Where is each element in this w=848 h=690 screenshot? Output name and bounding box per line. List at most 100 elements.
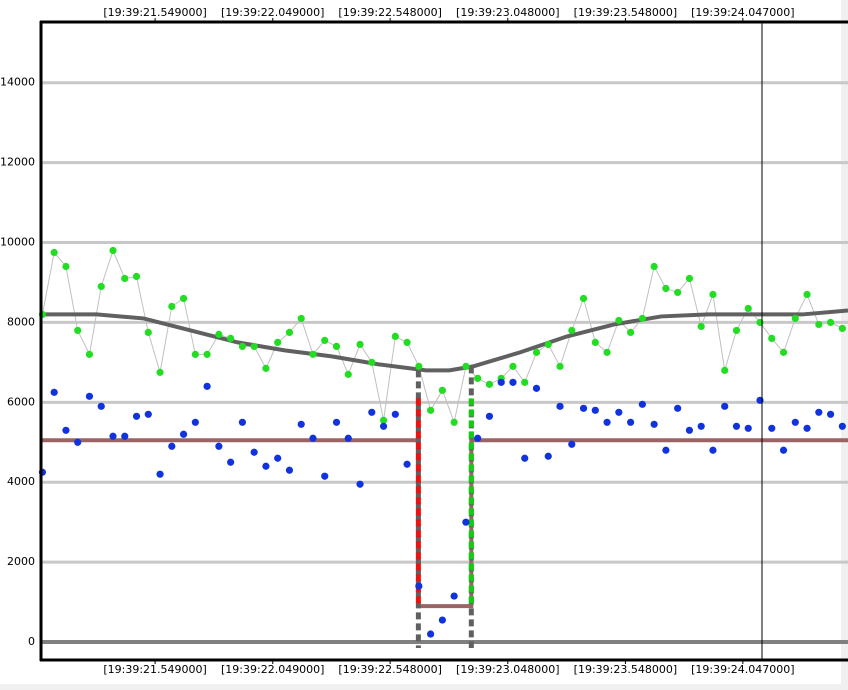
point — [532, 348, 541, 356]
point — [485, 412, 494, 420]
plot-area — [38, 81, 848, 649]
point — [838, 324, 846, 333]
point — [509, 378, 517, 386]
point — [462, 518, 470, 526]
point — [768, 424, 776, 432]
point — [144, 410, 152, 418]
point — [838, 422, 846, 430]
y-tick-label: 8000 — [7, 315, 35, 328]
x-tick-label: [19:39:21.549000] — [103, 663, 206, 676]
point — [744, 424, 752, 432]
point — [344, 370, 352, 378]
point — [356, 480, 364, 488]
point — [815, 408, 823, 416]
point — [262, 462, 270, 470]
point — [227, 334, 235, 343]
point — [285, 328, 294, 337]
point — [62, 262, 70, 271]
point — [474, 434, 482, 442]
point — [179, 294, 188, 303]
x-tick-label: [19:39:22.049000] — [221, 663, 324, 676]
point — [156, 368, 164, 376]
point — [521, 454, 529, 462]
point — [627, 418, 635, 426]
point — [74, 326, 82, 335]
point — [709, 446, 717, 454]
point — [544, 340, 552, 348]
point — [332, 342, 341, 350]
point — [756, 318, 764, 327]
point — [85, 350, 94, 358]
line — [41, 438, 848, 609]
point — [368, 358, 376, 366]
y-tick-label: 6000 — [7, 395, 35, 408]
point — [262, 364, 270, 372]
point — [732, 422, 741, 430]
point — [391, 332, 399, 341]
point — [615, 316, 623, 325]
point — [556, 362, 564, 370]
point — [238, 342, 246, 350]
point — [438, 616, 446, 624]
point — [603, 348, 611, 356]
point — [627, 328, 635, 337]
point — [62, 426, 70, 434]
point — [826, 410, 835, 418]
point — [379, 416, 388, 424]
point — [156, 470, 164, 478]
point — [685, 426, 694, 434]
point — [638, 314, 646, 323]
point — [744, 304, 752, 313]
point — [756, 396, 764, 404]
point — [815, 320, 823, 329]
point — [415, 582, 423, 590]
point — [109, 246, 117, 255]
point — [356, 340, 364, 348]
point — [332, 418, 341, 426]
point — [215, 330, 223, 339]
point — [674, 288, 682, 297]
point — [650, 420, 658, 428]
point — [638, 400, 646, 408]
x-tick-label: [19:39:23.548000] — [574, 6, 677, 19]
point — [227, 458, 235, 466]
y-tick-label: 2000 — [7, 555, 35, 568]
point — [285, 466, 294, 474]
point — [97, 402, 105, 410]
point — [344, 434, 352, 442]
point — [544, 452, 552, 460]
point — [85, 392, 94, 400]
point — [650, 262, 658, 271]
y-tick-label: 10000 — [0, 236, 35, 249]
point — [250, 448, 258, 456]
point — [274, 338, 282, 346]
point — [415, 362, 423, 370]
point — [191, 418, 199, 426]
point — [732, 326, 741, 335]
point — [568, 440, 576, 448]
point — [579, 294, 588, 303]
point — [709, 290, 717, 299]
point — [485, 380, 494, 388]
y-tick-label: 0 — [28, 635, 35, 648]
point — [791, 418, 799, 426]
point — [238, 418, 246, 426]
x-tick-label: [19:39:22.548000] — [338, 663, 441, 676]
point — [427, 406, 435, 414]
point — [803, 424, 811, 432]
point — [168, 302, 176, 311]
point — [132, 272, 141, 281]
point — [591, 338, 599, 346]
point — [132, 412, 141, 420]
point — [109, 432, 117, 440]
x-tick-label: [19:39:23.048000] — [456, 6, 559, 19]
point — [509, 362, 517, 370]
point — [191, 350, 199, 358]
point — [697, 322, 705, 331]
point — [532, 384, 541, 392]
point — [568, 326, 576, 335]
point — [97, 282, 105, 291]
x-tick-label: [19:39:23.048000] — [456, 663, 559, 676]
point — [144, 328, 152, 337]
